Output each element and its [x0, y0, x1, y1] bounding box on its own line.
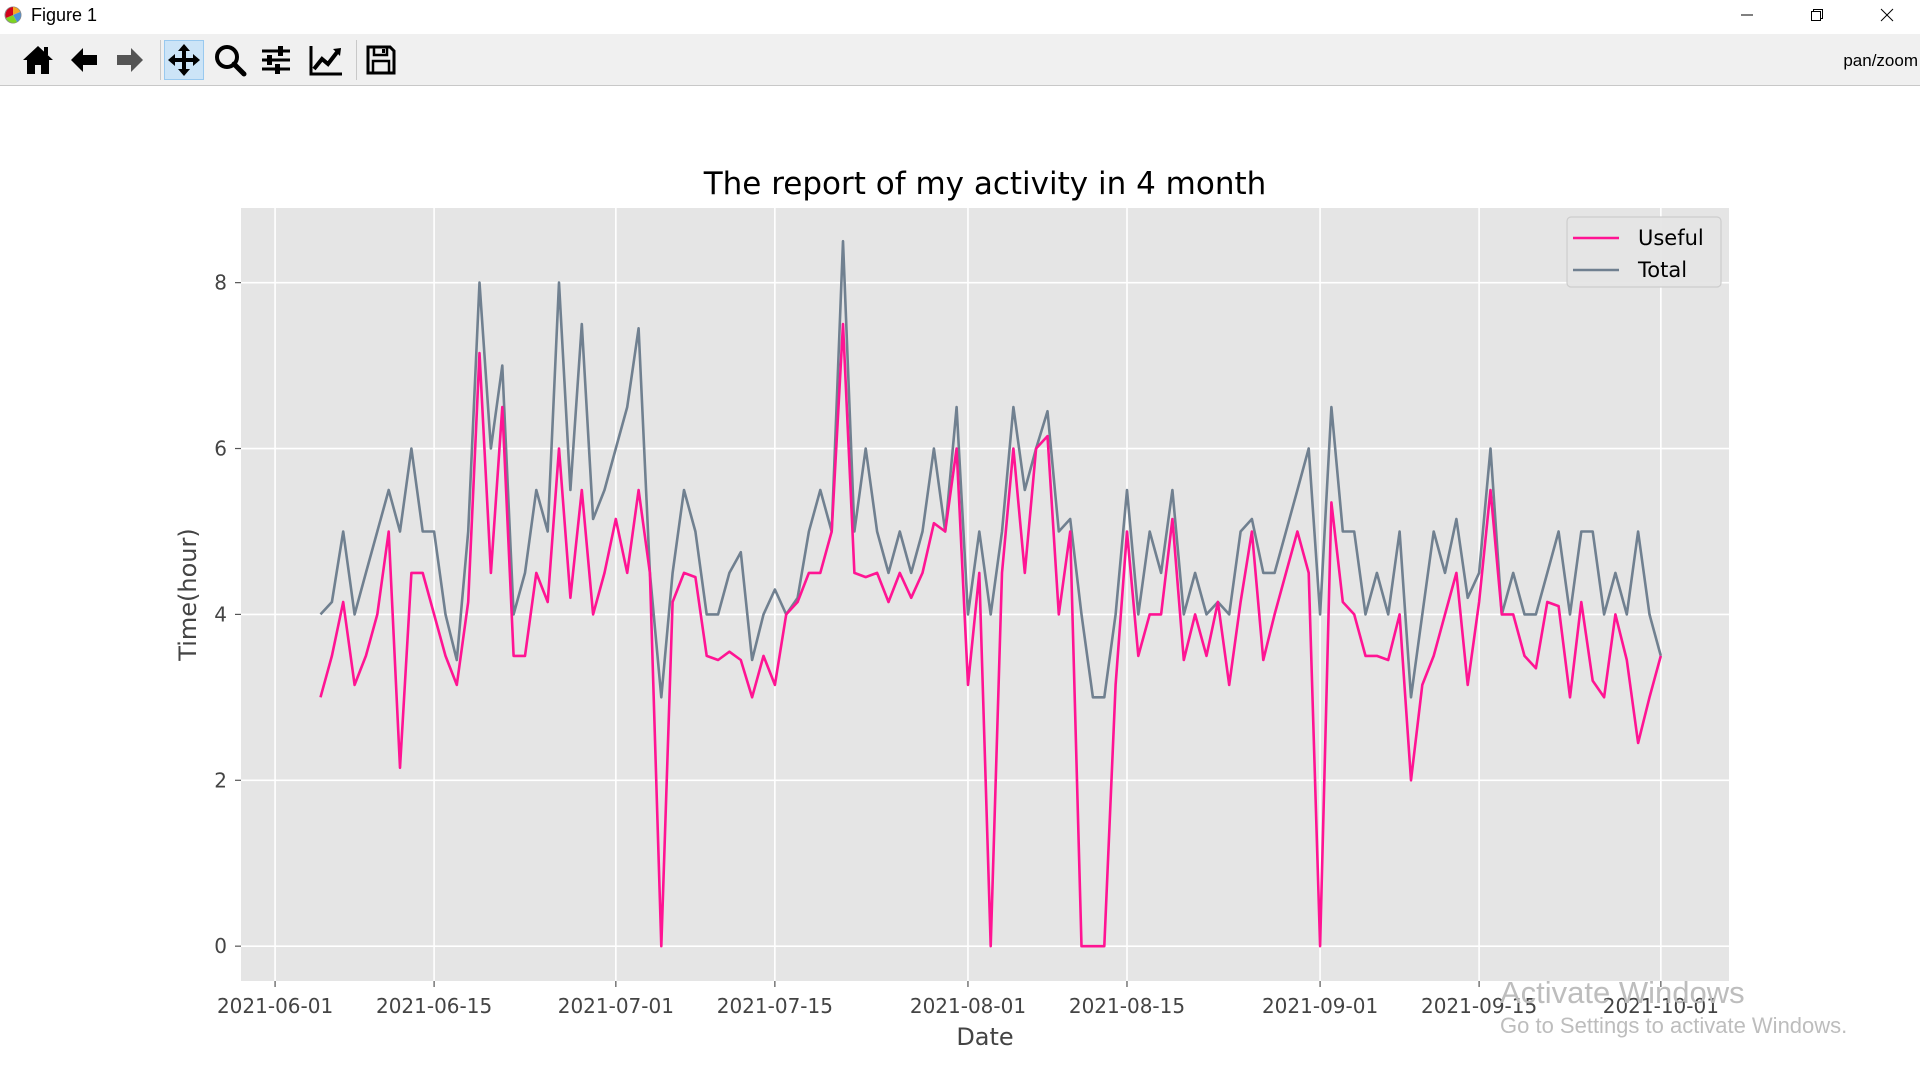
x-tick-label: 2021-06-15	[376, 994, 492, 1018]
close-button[interactable]	[1852, 0, 1920, 30]
window-title: Figure 1	[31, 5, 98, 25]
watermark-line1: Activate Windows	[1500, 975, 1745, 1010]
x-tick-label: 2021-10-01	[1603, 994, 1719, 1018]
restore-button[interactable]	[1782, 0, 1852, 30]
toolbar-separator	[160, 40, 161, 80]
x-tick-label: 2021-06-01	[217, 994, 333, 1018]
x-tick-label: 2021-07-01	[558, 994, 674, 1018]
legend-label-total: Total	[1637, 258, 1687, 282]
y-tick-label: 8	[214, 271, 227, 295]
zoom-icon	[215, 45, 247, 77]
minimize-icon	[1741, 14, 1753, 16]
x-tick-label: 2021-09-01	[1262, 994, 1378, 1018]
forward-icon	[117, 48, 143, 72]
toolbar-mode-label: pan/zoom	[1843, 51, 1918, 70]
y-axis-label: Time(hour)	[174, 528, 202, 661]
plot-area	[241, 208, 1729, 981]
close-icon	[1880, 8, 1894, 22]
y-tick-label: 0	[214, 934, 227, 958]
x-tick-label: 2021-09-15	[1421, 994, 1537, 1018]
back-icon	[71, 48, 97, 72]
configure-subplots-icon	[262, 46, 290, 74]
x-axis-label: Date	[956, 1023, 1013, 1051]
save-icon	[366, 45, 396, 75]
minimize-button[interactable]	[1712, 0, 1782, 30]
zoom-button[interactable]	[210, 40, 250, 80]
forward-button[interactable]	[110, 40, 150, 80]
pan-icon	[168, 44, 200, 76]
save-button[interactable]	[361, 40, 401, 80]
series-line-useful	[319, 322, 1663, 948]
y-tick-label: 4	[214, 602, 227, 626]
x-tick-label: 2021-08-15	[1069, 994, 1185, 1018]
chart-title: The report of my activity in 4 month	[703, 166, 1267, 202]
back-button[interactable]	[64, 40, 104, 80]
legend-label-useful: Useful	[1638, 226, 1704, 250]
series-line-total	[319, 239, 1663, 699]
figure-canvas[interactable]: 2021-06-01 2021-06-15 2021-07-01 2021-07-15…	[0, 86, 1920, 1080]
activate-windows-watermark: Activate Windows Go to Settings to activ…	[1500, 975, 1847, 1039]
matplotlib-logo-icon	[4, 6, 22, 24]
y-tick-label: 2	[214, 768, 227, 792]
x-tick-label: 2021-08-01	[910, 994, 1026, 1018]
restore-icon	[1811, 9, 1823, 21]
toolbar-separator	[356, 40, 357, 80]
home-button[interactable]	[18, 40, 58, 80]
x-tick-label: 2021-07-15	[717, 994, 833, 1018]
navigation-toolbar: pan/zoom	[0, 34, 1920, 86]
window-titlebar: Figure 1	[0, 0, 1920, 30]
home-icon	[23, 46, 53, 74]
y-tick-label: 6	[214, 437, 227, 461]
line-chart[interactable]: 2021-06-01 2021-06-15 2021-07-01 2021-07-15…	[0, 86, 1920, 1080]
watermark-line2: Go to Settings to activate Windows.	[1500, 1013, 1848, 1038]
configure-subplots-button[interactable]	[256, 40, 296, 80]
edit-axis-icon	[309, 46, 342, 76]
edit-axis-button[interactable]	[306, 40, 346, 80]
pan-button[interactable]	[164, 40, 204, 80]
